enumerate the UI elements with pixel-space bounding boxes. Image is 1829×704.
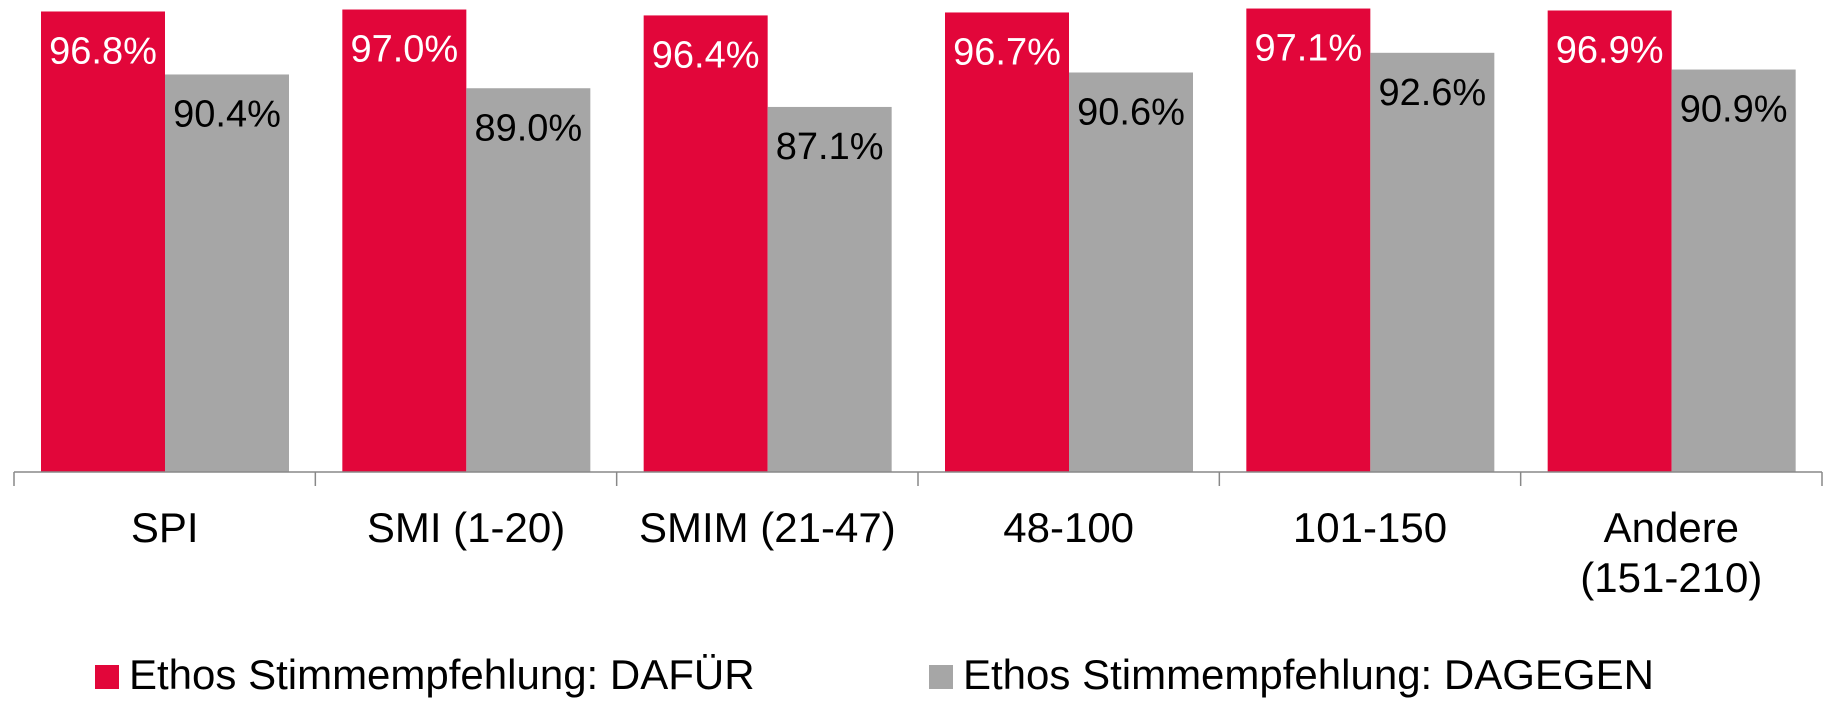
- legend-swatch: [929, 665, 953, 689]
- bar: [767, 106, 892, 472]
- bar: [342, 9, 467, 473]
- value-label: 97.1%: [1254, 28, 1362, 70]
- value-label: 89.0%: [474, 107, 582, 149]
- value-label: 96.4%: [652, 34, 760, 76]
- x-tick-label: 48-100: [1003, 504, 1134, 551]
- bar: [1547, 10, 1672, 473]
- value-label: 87.1%: [776, 126, 884, 168]
- x-tick-label: 101-150: [1293, 504, 1447, 551]
- x-tick-label: Andere (151-210): [1580, 504, 1762, 601]
- value-label: 96.7%: [953, 32, 1061, 74]
- x-tick-label: SPI: [131, 504, 199, 551]
- bar: [165, 74, 289, 473]
- value-label: 90.6%: [1077, 92, 1185, 134]
- x-tick-label: SMIM (21-47): [639, 504, 896, 551]
- bar: [466, 88, 591, 473]
- bar: [945, 12, 1069, 473]
- value-label: 90.4%: [173, 93, 281, 135]
- value-label: 90.9%: [1680, 89, 1788, 131]
- bar: [643, 15, 768, 472]
- bar: [41, 11, 165, 472]
- value-label: 96.9%: [1556, 30, 1664, 72]
- value-label: 96.8%: [49, 31, 157, 73]
- value-label: 92.6%: [1378, 72, 1486, 114]
- legend-swatch: [95, 665, 119, 689]
- legend-label: Ethos Stimmempfehlung: DAFÜR: [129, 651, 755, 698]
- bar: [1671, 69, 1796, 472]
- bar: [1370, 52, 1495, 472]
- bar: [1246, 8, 1371, 472]
- bar: [1069, 72, 1193, 472]
- legend-label: Ethos Stimmempfehlung: DAGEGEN: [963, 651, 1654, 698]
- value-label: 97.0%: [350, 29, 458, 71]
- x-tick-label: SMI (1-20): [367, 504, 565, 551]
